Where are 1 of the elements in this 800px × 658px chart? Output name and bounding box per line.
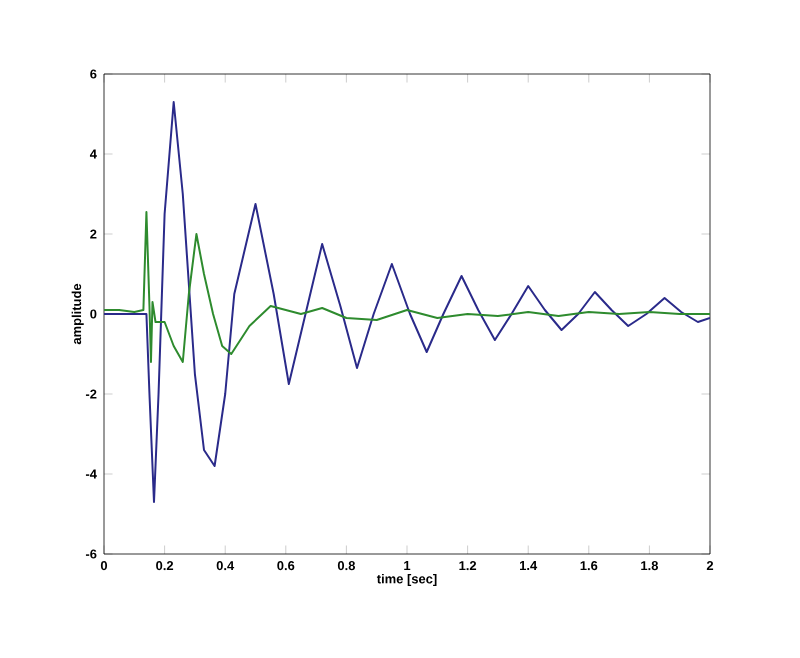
line-series [104, 211, 711, 364]
